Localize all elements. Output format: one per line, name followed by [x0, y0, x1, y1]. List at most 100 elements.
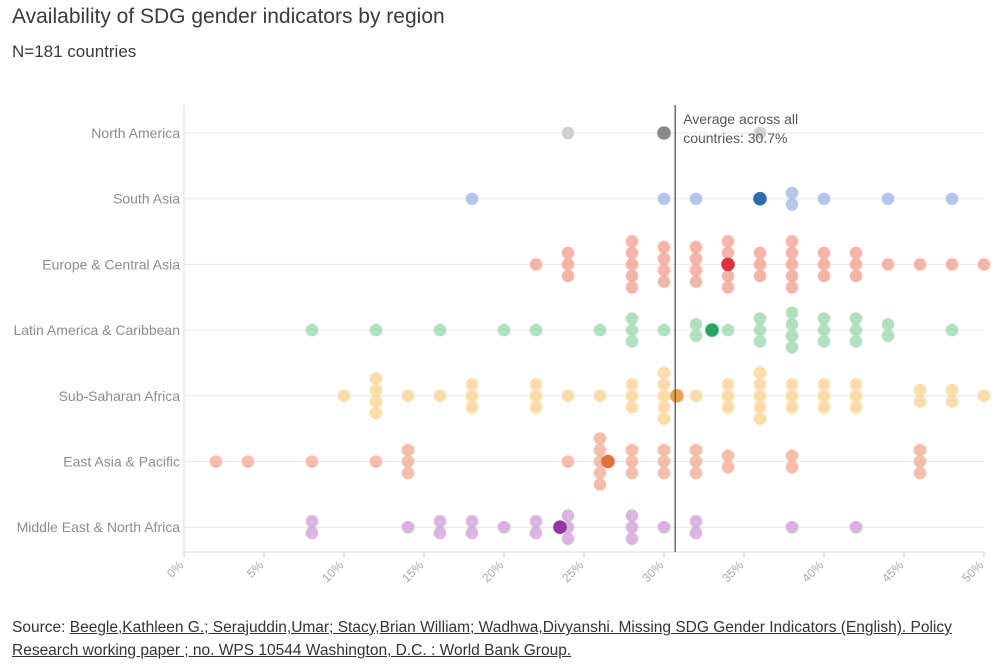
data-point	[849, 312, 863, 325]
chart-title: Availability of SDG gender indicators by…	[12, 5, 445, 28]
data-point	[785, 329, 799, 343]
data-point	[625, 401, 639, 414]
x-tick-label: 0%	[164, 558, 186, 580]
data-point	[753, 389, 767, 403]
data-point	[337, 389, 351, 403]
chart-subtitle: N=181 countries	[12, 42, 137, 61]
data-point	[657, 192, 671, 205]
data-point	[689, 318, 703, 331]
region-average-point	[657, 126, 671, 140]
data-point	[465, 378, 479, 391]
data-point	[785, 281, 799, 294]
x-tick-label: 30%	[639, 558, 666, 585]
data-point	[881, 318, 895, 331]
row-label: Latin America & Caribbean	[13, 322, 180, 338]
data-point	[849, 246, 863, 260]
data-point	[625, 312, 639, 325]
row-label: Middle East & North Africa	[17, 519, 181, 535]
data-point	[657, 252, 671, 265]
data-point	[913, 443, 927, 457]
data-point	[625, 509, 639, 522]
data-point	[849, 323, 863, 337]
data-point	[529, 389, 543, 403]
data-point	[465, 389, 479, 403]
data-point	[881, 258, 895, 271]
data-point	[305, 455, 319, 468]
data-point	[785, 449, 799, 463]
data-point	[753, 412, 767, 426]
reference-label-line2: countries: 30.7%	[683, 130, 787, 146]
x-tick-label: 50%	[959, 558, 986, 585]
data-point	[369, 406, 383, 420]
data-point	[785, 318, 799, 331]
data-point	[913, 383, 927, 397]
data-point	[721, 269, 735, 283]
data-point	[913, 455, 927, 468]
data-point	[625, 335, 639, 348]
data-point	[945, 258, 959, 271]
data-point	[689, 252, 703, 265]
data-point	[753, 323, 767, 337]
data-point	[753, 378, 767, 391]
data-point	[561, 509, 575, 522]
data-point	[625, 246, 639, 260]
data-point	[721, 389, 735, 403]
data-point	[497, 323, 511, 337]
data-point	[625, 378, 639, 391]
x-tick-label: 20%	[479, 558, 506, 585]
data-point	[305, 323, 319, 337]
x-tick-label: 15%	[399, 558, 426, 585]
region-average-point	[670, 389, 684, 403]
data-point	[753, 269, 767, 283]
data-point	[849, 335, 863, 348]
data-point	[817, 246, 831, 260]
data-point	[433, 515, 447, 528]
data-point	[305, 515, 319, 528]
data-point	[657, 263, 671, 277]
data-point	[433, 526, 447, 540]
data-point	[849, 389, 863, 403]
data-point	[529, 515, 543, 528]
region-average-point	[601, 454, 615, 469]
data-point	[881, 192, 895, 205]
data-point	[593, 466, 607, 480]
data-point	[689, 389, 703, 403]
data-point	[625, 443, 639, 457]
data-point	[817, 269, 831, 283]
data-point	[561, 532, 575, 545]
data-point	[721, 246, 735, 260]
data-point	[305, 526, 319, 540]
data-point	[401, 389, 415, 403]
data-point	[657, 443, 671, 457]
data-point	[785, 269, 799, 283]
data-point	[529, 401, 543, 414]
data-point	[401, 466, 415, 480]
data-point	[561, 258, 575, 271]
data-point	[785, 246, 799, 260]
data-point	[625, 466, 639, 480]
row-label: North America	[91, 125, 180, 141]
data-point	[593, 389, 607, 403]
data-point	[689, 455, 703, 468]
data-point	[849, 401, 863, 414]
data-point	[401, 520, 415, 534]
data-point	[657, 412, 671, 426]
x-tick-label: 5%	[244, 558, 266, 580]
data-point	[625, 258, 639, 271]
data-point	[977, 258, 991, 271]
data-point	[561, 269, 575, 283]
data-point	[369, 383, 383, 397]
data-point	[753, 246, 767, 260]
data-point	[625, 520, 639, 534]
data-point	[433, 389, 447, 403]
data-point	[657, 466, 671, 480]
data-point	[209, 455, 223, 468]
data-point	[689, 526, 703, 540]
data-point	[913, 466, 927, 480]
source-link[interactable]: Beegle,Kathleen G.; Serajuddin,Umar; Sta…	[12, 619, 952, 659]
data-point	[689, 515, 703, 528]
data-point	[817, 192, 831, 205]
data-point	[689, 275, 703, 288]
data-point	[817, 312, 831, 325]
data-point	[785, 341, 799, 354]
